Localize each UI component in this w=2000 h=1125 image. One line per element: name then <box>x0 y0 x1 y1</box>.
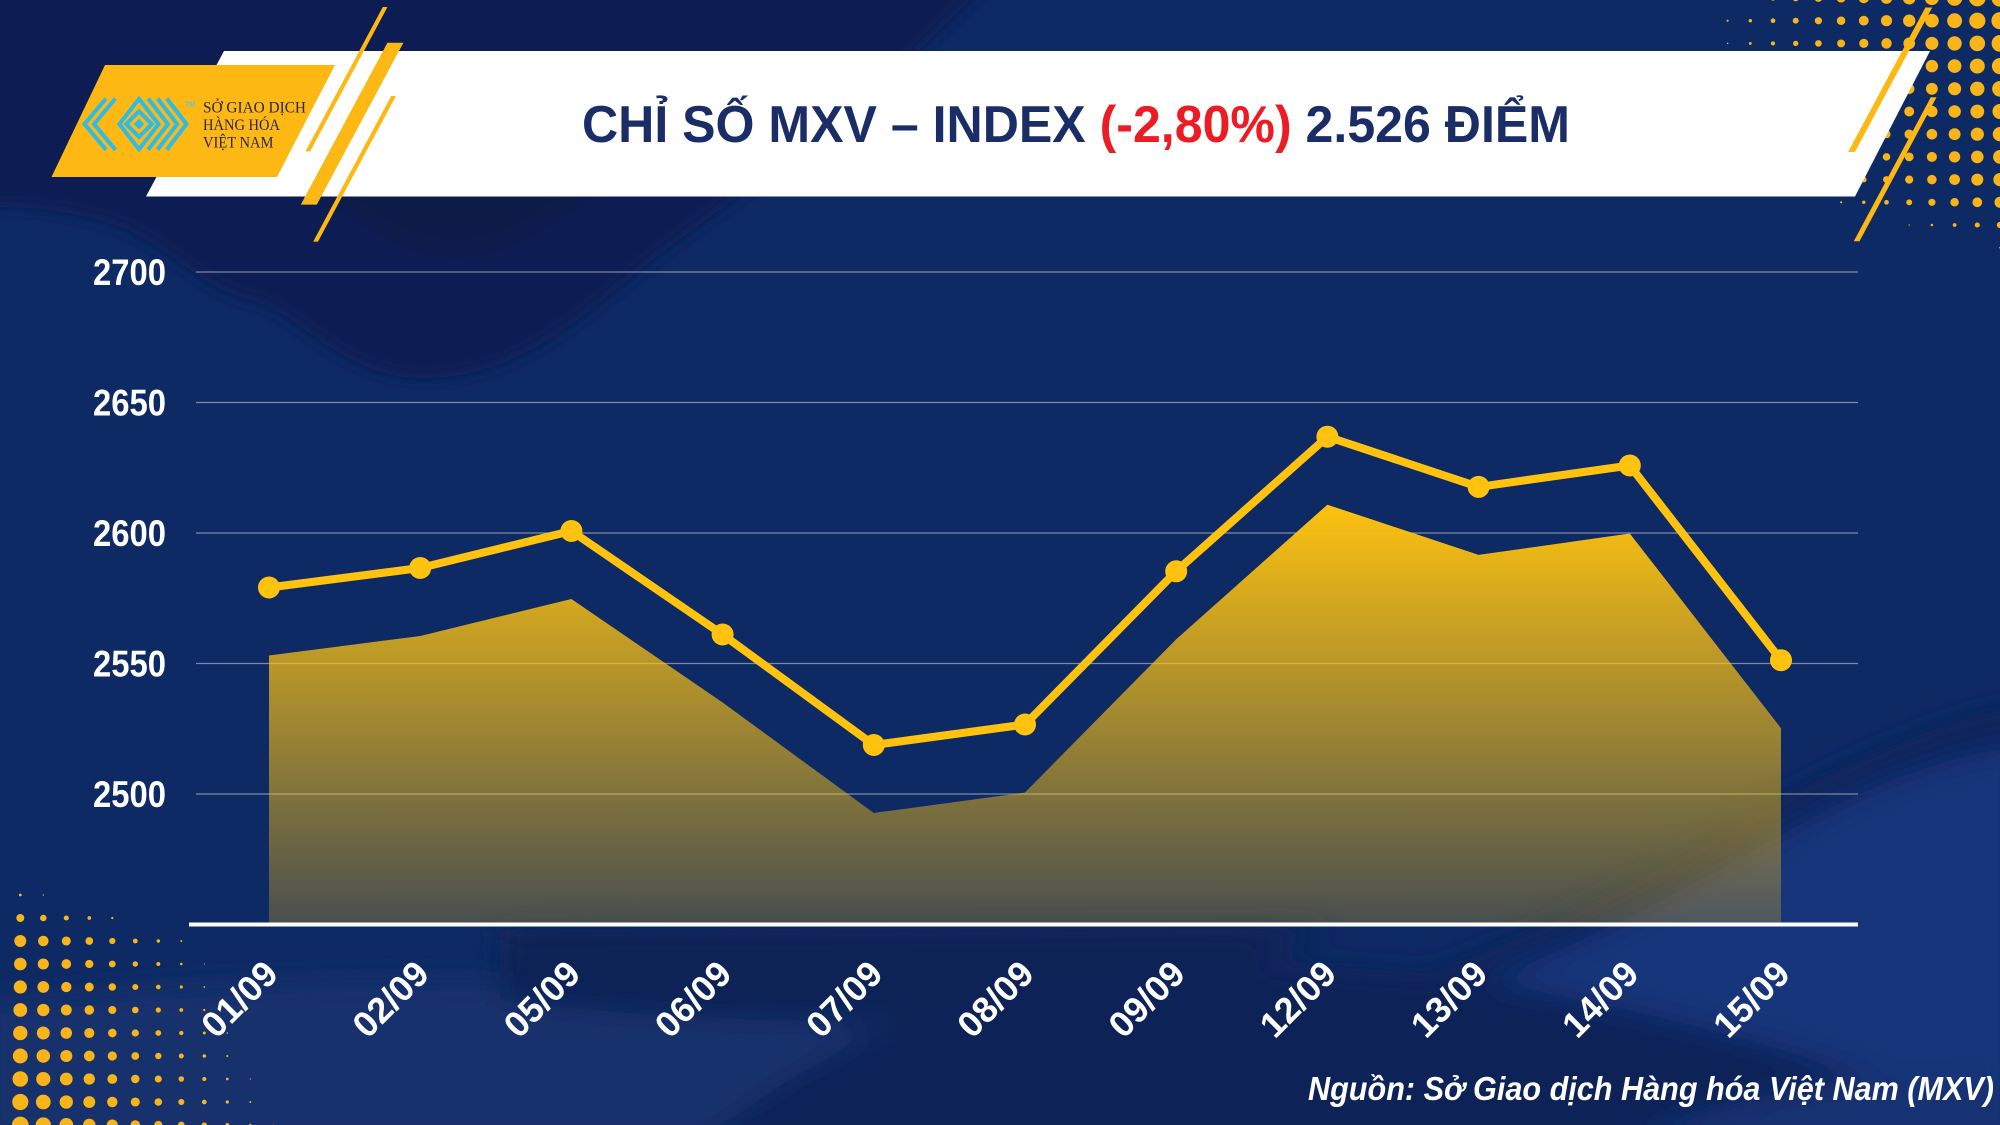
svg-text:2550: 2550 <box>93 644 166 685</box>
svg-text:VIỆT NAM: VIỆT NAM <box>203 133 274 152</box>
svg-text:2500: 2500 <box>93 774 166 815</box>
svg-text:2650: 2650 <box>93 383 166 424</box>
svg-text:SỞ GIAO DỊCH: SỞ GIAO DỊCH <box>203 97 306 116</box>
svg-text:2600: 2600 <box>93 513 166 554</box>
svg-text:TM: TM <box>185 102 195 109</box>
svg-text:Nguồn: Sở Giao dịch Hàng hóa V: Nguồn: Sở Giao dịch Hàng hóa Việt Nam (M… <box>1308 1070 1994 1107</box>
svg-text:HÀNG HÓA: HÀNG HÓA <box>203 115 280 134</box>
svg-text:CHỈ SỐ MXV – INDEX (-2,80%) 2.: CHỈ SỐ MXV – INDEX (-2,80%) 2.526 ĐIỂM <box>582 95 1570 154</box>
svg-text:2700: 2700 <box>93 252 166 293</box>
